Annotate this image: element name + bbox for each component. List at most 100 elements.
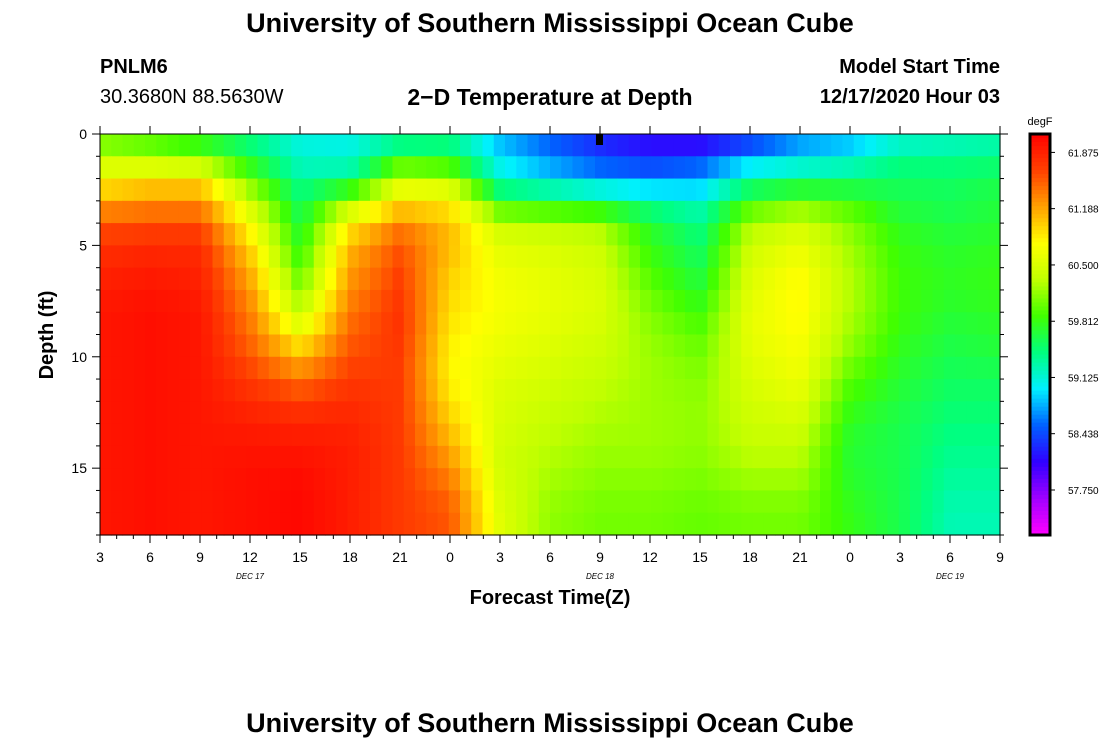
heatmap-cell bbox=[111, 468, 124, 492]
heatmap-cell bbox=[358, 200, 371, 224]
heatmap-cell bbox=[910, 445, 922, 469]
heatmap-cell bbox=[876, 334, 889, 358]
heatmap-cell bbox=[538, 512, 551, 536]
heatmap-cell bbox=[752, 445, 765, 469]
heatmap-cell bbox=[707, 245, 720, 269]
heatmap-cell bbox=[235, 267, 247, 291]
colorbar-tick-label: 58.438 bbox=[1068, 430, 1099, 441]
heatmap-cell bbox=[617, 156, 630, 180]
heatmap-cell bbox=[516, 445, 529, 469]
heatmap-cell bbox=[561, 245, 574, 269]
heatmap-cell bbox=[336, 379, 349, 402]
heatmap-cell bbox=[640, 178, 652, 202]
heatmap-cell bbox=[223, 468, 236, 492]
heatmap-cell bbox=[223, 334, 236, 358]
heatmap-cell bbox=[955, 312, 967, 336]
heatmap-cell bbox=[223, 245, 236, 269]
heatmap-cell bbox=[550, 200, 562, 224]
heatmap-cell bbox=[426, 178, 439, 202]
heatmap-cell bbox=[448, 423, 461, 447]
heatmap-cell bbox=[775, 356, 787, 380]
heatmap-cell bbox=[842, 401, 855, 425]
heatmap-cell bbox=[797, 200, 810, 224]
heatmap-cell bbox=[707, 156, 720, 180]
heatmap-cell bbox=[156, 512, 169, 536]
heatmap-cell bbox=[403, 334, 416, 358]
heatmap-cell bbox=[505, 468, 517, 492]
heatmap-cell bbox=[966, 334, 979, 358]
x-tick-label: 3 bbox=[496, 549, 504, 565]
heatmap-cell bbox=[932, 245, 945, 269]
heatmap-cell bbox=[246, 379, 259, 402]
heatmap-cell bbox=[133, 200, 146, 224]
heatmap-cell bbox=[910, 423, 922, 447]
heatmap-cell bbox=[201, 200, 214, 224]
heatmap-cell bbox=[482, 490, 495, 514]
model-start-time: 12/17/2020 Hour 03 bbox=[819, 86, 1000, 108]
heatmap-cell bbox=[820, 423, 832, 447]
heatmap-cell bbox=[583, 379, 596, 402]
heatmap-cell bbox=[156, 156, 169, 180]
heatmap-cell bbox=[887, 156, 900, 180]
heatmap-cell bbox=[786, 512, 799, 536]
heatmap-cell bbox=[820, 445, 832, 469]
heatmap-cell bbox=[381, 356, 394, 380]
heatmap-cell bbox=[977, 312, 990, 336]
heatmap-cell bbox=[437, 245, 450, 269]
heatmap-cell bbox=[347, 134, 360, 157]
colorbar-band bbox=[1030, 366, 1050, 372]
heatmap-cell bbox=[842, 512, 855, 536]
heatmap-cell bbox=[561, 289, 574, 313]
heatmap-cell bbox=[133, 512, 146, 536]
heatmap-cell bbox=[235, 490, 247, 514]
heatmap-cell bbox=[257, 356, 270, 380]
heatmap-cell bbox=[966, 468, 979, 492]
heatmap-cell bbox=[808, 178, 821, 202]
heatmap-cell bbox=[246, 178, 259, 202]
heatmap-cell bbox=[943, 156, 956, 180]
heatmap-cell bbox=[786, 289, 799, 313]
heatmap-cell bbox=[370, 356, 382, 380]
heatmap-cell bbox=[572, 245, 585, 269]
heatmap-cell bbox=[122, 178, 135, 202]
heatmap-cell bbox=[808, 468, 821, 492]
heatmap-cell bbox=[291, 445, 304, 469]
heatmap-cell bbox=[516, 289, 529, 313]
colorbar-band bbox=[1030, 226, 1050, 231]
heatmap-cell bbox=[201, 267, 214, 291]
heatmap-cell bbox=[921, 200, 934, 224]
heatmap-cell bbox=[505, 178, 517, 202]
heatmap-cell bbox=[696, 267, 709, 291]
heatmap-cell bbox=[865, 423, 877, 447]
heatmap-cell bbox=[280, 200, 292, 224]
heatmap-cell bbox=[898, 423, 911, 447]
heatmap-cell bbox=[741, 490, 754, 514]
heatmap-cell bbox=[865, 134, 877, 157]
heatmap-cell bbox=[313, 334, 326, 358]
heatmap-cell bbox=[662, 379, 675, 402]
heatmap-cell bbox=[302, 134, 315, 157]
heatmap-cell bbox=[718, 379, 731, 402]
heatmap-cell bbox=[763, 178, 776, 202]
heatmap-cell bbox=[561, 490, 574, 514]
heatmap-cell bbox=[730, 223, 742, 246]
heatmap-cell bbox=[302, 334, 315, 358]
heatmap-cell bbox=[280, 312, 292, 336]
colorbar-band bbox=[1030, 262, 1050, 267]
heatmap-cell bbox=[111, 334, 124, 358]
heatmap-cell bbox=[685, 445, 697, 469]
heatmap-cell bbox=[741, 312, 754, 336]
heatmap-cell bbox=[910, 289, 922, 313]
heatmap-cell bbox=[257, 401, 270, 425]
heatmap-cell bbox=[640, 468, 652, 492]
heatmap-cell bbox=[820, 490, 832, 514]
colorbar-band bbox=[1030, 258, 1050, 263]
heatmap-cell bbox=[640, 223, 652, 246]
heatmap-cell bbox=[257, 200, 270, 224]
heatmap-cell bbox=[685, 401, 697, 425]
heatmap-cell bbox=[932, 512, 945, 536]
heatmap-cell bbox=[246, 223, 259, 246]
heatmap-cell bbox=[572, 401, 585, 425]
heatmap-cell bbox=[493, 401, 506, 425]
heatmap-cell bbox=[313, 200, 326, 224]
